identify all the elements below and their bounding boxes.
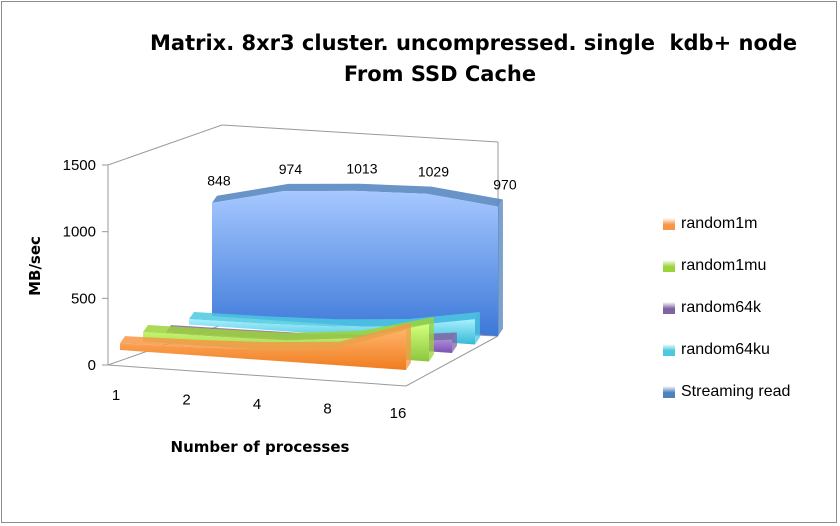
legend-item: random1m [663,212,757,236]
side-wall-top-edge [107,124,223,166]
legend-label: Streaming read [681,383,791,400]
series-end-cap [498,199,503,336]
data-label: 974 [279,161,303,177]
legend-swatch [663,260,675,272]
series-area [120,330,406,370]
data-label-layer: 848 974 1013 1029 970 [207,161,517,193]
series-end-cap [406,322,411,370]
series-top-surface [212,183,503,207]
series-end-cap [475,311,480,345]
legend-swatch [663,218,675,230]
legend-swatch [663,386,675,398]
x-tick-label: 16 [390,405,407,422]
series-top-surface [143,316,434,341]
series-random1m [120,322,411,370]
y-axis-title: MB/sec [26,236,44,296]
floor-right-edge [405,335,499,387]
x-axis-title: Number of processes [171,438,350,456]
legend-label: random64ku [681,341,770,358]
legend-item: random1mu [663,254,766,278]
legend-swatch [663,344,675,356]
series-streaming-read [212,183,503,336]
x-tick-label: 4 [253,396,261,413]
legend-item: random64ku [663,338,770,362]
legend-label: random1mu [681,257,767,274]
y-tick-label: 1500 [63,157,96,174]
data-label: 848 [207,173,231,189]
legend-label: random1m [681,215,758,232]
legend-swatch [663,302,675,314]
y-tick-label: 1000 [63,224,96,241]
data-label: 1029 [418,164,449,180]
series-top-surface [120,322,411,350]
series-layer [120,183,503,370]
data-label: 970 [493,176,517,192]
legend-item: Streaming read [663,380,790,404]
data-label: 1013 [346,161,377,177]
x-tick-label: 1 [112,387,120,404]
series-area [212,190,498,336]
y-axis: 0 500 1000 1500 [63,157,109,374]
x-tick-label: 2 [182,392,190,409]
series-end-cap [429,316,434,362]
y-tick-label: 500 [71,290,96,307]
x-axis: 1 2 4 8 16 [112,387,407,422]
legend-label: random64k [681,299,762,316]
floor-front-edge [107,364,407,387]
y-tick-label: 0 [88,357,96,374]
chart-title-line-2: From SSD Cache [343,62,537,86]
back-wall-top-edge [221,124,499,143]
x-tick-label: 8 [323,401,331,418]
series-end-cap [452,332,457,353]
legend-item: random64k [663,296,761,320]
